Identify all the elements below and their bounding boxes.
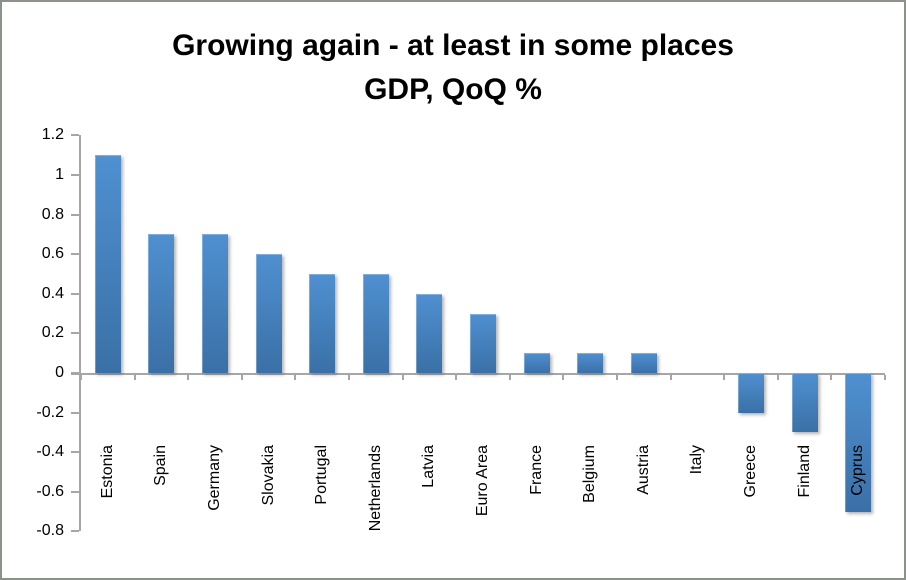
bar-estonia (94, 155, 121, 373)
x-label-france: France (527, 445, 545, 495)
y-tick-label-1.2: 1.2 (41, 126, 64, 144)
x-label-netherlands: Netherlands (366, 445, 384, 532)
x-tick-8 (508, 375, 511, 380)
y-tick-0.6 (71, 253, 79, 256)
y-tick-label-0.2: 0.2 (41, 324, 64, 342)
y-tick--0.4 (71, 451, 79, 454)
bar-belgium (577, 353, 604, 373)
bar-finland (791, 373, 818, 433)
x-label-austria: Austria (634, 445, 652, 495)
y-tick-0 (71, 372, 79, 374)
bar-netherlands (362, 274, 389, 373)
x-tick-2 (187, 375, 190, 380)
x-label-euro-area: Euro Area (474, 445, 491, 517)
bar-latvia (416, 293, 443, 373)
x-label-portugal: Portugal (313, 445, 331, 505)
bar-greece (738, 373, 764, 413)
x-label-latvia: Latvia (420, 445, 438, 488)
x-tick-6 (401, 375, 404, 380)
bar-portugal (309, 274, 336, 373)
x-label-cyprus: Cyprus (849, 445, 867, 496)
x-tick-10 (616, 375, 618, 380)
x-tick-7 (455, 375, 458, 380)
y-tick-label-1: 1 (55, 166, 64, 183)
y-axis-line (79, 135, 81, 532)
y-tick-label-0.6: 0.6 (41, 245, 64, 263)
y-tick-label--0.2: -0.2 (36, 403, 64, 421)
x-tick-5 (348, 375, 350, 380)
y-tick-label--0.4: -0.4 (36, 443, 64, 461)
x-label-italy: Italy (688, 445, 706, 475)
bar-germany (202, 234, 228, 373)
y-tick-label--0.8: -0.8 (36, 522, 64, 540)
x-tick-3 (240, 375, 243, 380)
x-tick-4 (294, 375, 297, 380)
y-tick-0.4 (71, 292, 79, 295)
chart-title: Growing again - at least in some places (172, 29, 734, 62)
x-label-greece: Greece (742, 445, 759, 498)
x-tick-1 (133, 375, 136, 380)
y-tick-label-0: 0 (55, 364, 64, 381)
x-label-belgium: Belgium (581, 445, 599, 503)
bar-euro-area (470, 313, 496, 373)
y-tick-label--0.6: -0.6 (36, 482, 64, 500)
bar-spain (148, 234, 175, 373)
x-label-finland: Finland (795, 445, 813, 498)
y-tick--0.8 (71, 530, 79, 533)
x-tick-12 (723, 375, 726, 380)
x-tick-0 (80, 375, 82, 380)
x-label-estonia: Estonia (98, 445, 116, 499)
bar-cyprus (845, 373, 872, 512)
y-tick-label-0.4: 0.4 (41, 284, 64, 302)
x-tick-14 (830, 375, 833, 380)
x-axis-line (71, 373, 885, 375)
bar-slovakia (255, 254, 282, 373)
y-tick-0.2 (71, 332, 79, 335)
x-tick-11 (669, 375, 672, 380)
y-tick-1 (71, 174, 79, 176)
bar-france (523, 353, 550, 373)
x-tick-9 (562, 375, 565, 380)
x-label-germany: Germany (206, 445, 223, 511)
y-tick-0.8 (71, 213, 79, 216)
y-tick-label-0.8: 0.8 (41, 205, 64, 223)
y-tick--0.6 (71, 490, 79, 493)
x-label-slovakia: Slovakia (259, 445, 277, 506)
chart-title-block: Growing again - at least in some places … (2, 24, 904, 112)
x-tick-13 (776, 375, 779, 380)
bar-austria (630, 353, 657, 373)
x-tick-15 (884, 375, 886, 380)
x-label-spain: Spain (152, 445, 170, 486)
chart-subtitle: GDP, QoQ % (364, 73, 542, 106)
y-tick--0.2 (71, 411, 79, 414)
y-tick-1.2 (71, 134, 79, 137)
